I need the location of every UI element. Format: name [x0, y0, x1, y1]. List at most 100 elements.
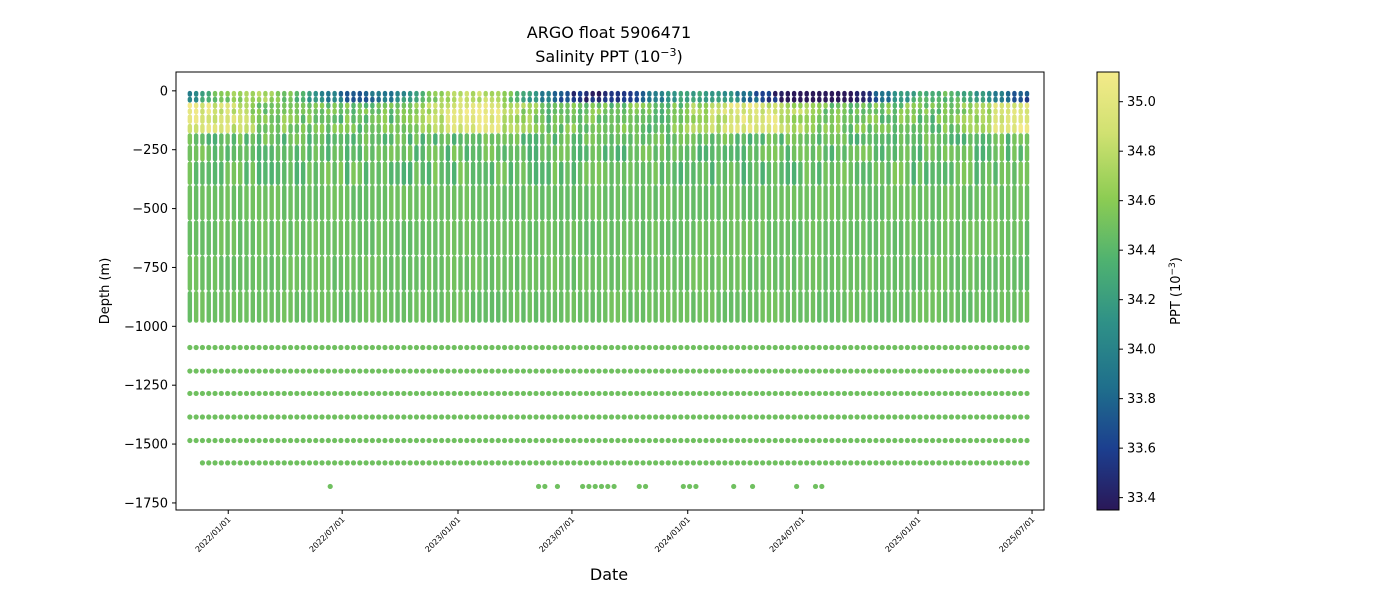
profile-segment: [810, 108, 816, 115]
profile-segment: [206, 220, 211, 256]
profile-segment: [949, 114, 954, 124]
data-point: [508, 414, 514, 420]
profile-segment: [496, 145, 501, 162]
data-point: [193, 437, 199, 444]
profile-segment: [382, 220, 388, 256]
data-point: [693, 483, 699, 490]
data-point: [992, 437, 999, 444]
profile-segment: [307, 161, 312, 186]
profile-segment: [728, 220, 734, 256]
data-point: [785, 437, 791, 444]
profile-segment: [439, 114, 444, 124]
data-point: [577, 390, 583, 397]
profile-segment: [238, 145, 243, 162]
x-tick-label: 2023/01/01: [423, 515, 462, 554]
profile-segment: [376, 90, 381, 97]
data-point: [690, 437, 697, 444]
profile-segment: [817, 291, 822, 323]
profile-segment: [250, 291, 255, 323]
profile-segment: [640, 102, 646, 109]
profile-segment: [401, 145, 407, 162]
profile-segment: [282, 255, 287, 291]
profile-segment: [527, 123, 532, 134]
profile-segment: [880, 133, 885, 145]
profile-segment: [936, 220, 942, 256]
data-point: [917, 437, 923, 444]
profile-column: [345, 90, 350, 323]
data-point: [212, 368, 218, 374]
data-point: [483, 368, 489, 374]
x-tick-label: 2024/07/01: [768, 515, 807, 554]
data-point: [325, 414, 331, 420]
profile-segment: [420, 123, 425, 134]
profile-segment: [452, 114, 457, 124]
profile-segment: [804, 114, 809, 124]
profile-segment: [445, 255, 451, 291]
data-point: [350, 368, 357, 374]
data-point: [848, 390, 854, 397]
profile-segment: [508, 96, 514, 103]
profile-column: [684, 90, 690, 323]
data-point: [671, 414, 678, 420]
profile-segment: [949, 291, 954, 323]
profile-segment: [666, 161, 671, 186]
profile-segment: [842, 185, 847, 221]
profile-segment: [565, 291, 570, 323]
profile-column: [817, 90, 822, 323]
profile-segment: [911, 255, 916, 291]
profile-segment: [968, 161, 973, 186]
data-point: [703, 344, 709, 351]
profile-segment: [754, 96, 759, 103]
profile-segment: [892, 90, 898, 97]
profile-segment: [200, 133, 205, 145]
profile-segment: [527, 108, 532, 115]
data-point: [684, 460, 690, 466]
profile-segment: [552, 133, 558, 145]
profile-segment: [634, 145, 639, 162]
profile-segment: [773, 123, 778, 134]
data-point: [621, 344, 627, 351]
data-point: [642, 483, 649, 490]
profile-segment: [307, 133, 312, 145]
profile-segment: [244, 114, 249, 124]
profile-segment: [571, 102, 577, 109]
profile-segment: [433, 108, 438, 115]
profile-column: [401, 90, 407, 323]
profile-segment: [508, 161, 514, 186]
data-point: [413, 460, 420, 466]
data-point: [577, 368, 583, 374]
profile-segment: [892, 255, 898, 291]
data-point: [967, 414, 973, 420]
profile-column: [779, 90, 784, 323]
profile-segment: [464, 108, 470, 115]
x-tick-label: 2024/01/01: [653, 515, 692, 554]
data-point: [760, 460, 766, 466]
profile-segment: [496, 291, 501, 323]
profile-segment: [483, 114, 488, 124]
profile-segment: [565, 220, 570, 256]
profile-segment: [710, 255, 715, 291]
data-point: [262, 344, 268, 351]
profile-segment: [256, 123, 262, 134]
data-point: [627, 414, 634, 420]
data-point: [785, 344, 791, 351]
profile-segment: [332, 220, 337, 256]
data-point: [684, 368, 690, 374]
profile-segment: [206, 90, 211, 97]
profile-segment: [880, 114, 885, 124]
profile-segment: [382, 96, 388, 103]
profile-segment: [282, 161, 287, 186]
data-point: [772, 368, 778, 374]
profile-column: [672, 90, 677, 323]
data-point: [829, 390, 835, 397]
profile-segment: [389, 291, 394, 323]
profile-segment: [357, 123, 362, 134]
data-point: [1011, 437, 1018, 444]
profile-segment: [426, 90, 432, 97]
profile-segment: [804, 220, 809, 256]
profile-segment: [389, 220, 394, 256]
data-point: [778, 460, 785, 466]
data-point: [225, 414, 231, 420]
data-point: [206, 390, 212, 397]
